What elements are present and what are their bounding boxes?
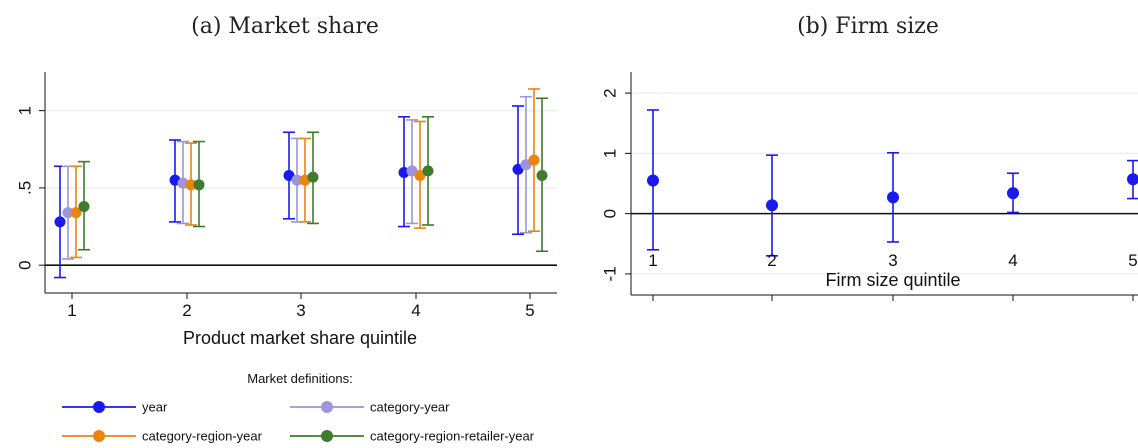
legend-label: year bbox=[142, 400, 168, 415]
data-point bbox=[520, 159, 532, 171]
y-tick-label: 1 bbox=[600, 149, 619, 158]
x-tick-label: 4 bbox=[411, 301, 420, 320]
data-point bbox=[1127, 173, 1138, 186]
x-tick-label: 2 bbox=[767, 251, 776, 270]
y-tick-label: -1 bbox=[600, 266, 619, 281]
panel-b-ticks: -1 0 1 2 1 2 3 4 5 bbox=[600, 88, 1137, 281]
data-point bbox=[512, 163, 524, 175]
legend-item: year bbox=[62, 400, 168, 415]
legend-item: category-region-year bbox=[62, 429, 263, 444]
data-point bbox=[185, 179, 197, 191]
y-tick-label: 0 bbox=[15, 260, 34, 269]
panel-b-xlabel: Firm size quintile bbox=[825, 270, 960, 290]
panel-b-marks bbox=[647, 109, 1138, 257]
data-point bbox=[406, 165, 418, 177]
x-tick-label: 3 bbox=[888, 251, 897, 270]
legend-swatch-marker bbox=[321, 401, 333, 413]
data-point bbox=[291, 174, 303, 186]
legend-label: category-year bbox=[370, 400, 450, 415]
legend-item: category-year bbox=[290, 400, 450, 415]
data-point bbox=[54, 216, 66, 228]
data-point bbox=[422, 165, 434, 177]
panel-a-title: (a) Market share bbox=[191, 14, 379, 39]
y-tick-label: 1 bbox=[15, 106, 34, 115]
panel-a-xlabel: Product market share quintile bbox=[183, 328, 417, 348]
data-point bbox=[283, 170, 295, 182]
legend-items: year category-year category-region-year cat… bbox=[62, 400, 535, 444]
x-tick-label: 3 bbox=[296, 301, 305, 320]
panel-a-gridlines bbox=[45, 110, 557, 189]
data-point bbox=[647, 174, 659, 187]
data-point bbox=[536, 170, 548, 182]
x-tick-label: 4 bbox=[1008, 251, 1017, 270]
panel-a-marks bbox=[54, 88, 548, 279]
x-tick-label: 2 bbox=[182, 301, 191, 320]
legend: Market definitions: year category-year cat… bbox=[62, 371, 535, 444]
y-tick-label: .5 bbox=[15, 181, 34, 195]
data-point bbox=[62, 207, 74, 219]
data-point bbox=[1007, 187, 1019, 200]
data-point bbox=[887, 191, 899, 204]
data-point bbox=[70, 207, 82, 219]
x-tick-label: 1 bbox=[67, 301, 76, 320]
y-tick-label: 0 bbox=[600, 209, 619, 218]
data-point bbox=[528, 154, 540, 166]
legend-title: Market definitions: bbox=[247, 371, 353, 386]
panel-b-axes bbox=[625, 72, 1138, 301]
legend-label: category-region-retailer-year bbox=[370, 429, 535, 444]
panel-b-title: (b) Firm size bbox=[797, 14, 939, 39]
data-point bbox=[414, 170, 426, 182]
panel-a-ticks: 0 .5 1 1 2 3 4 5 bbox=[15, 106, 534, 320]
panel-firm-size: (b) Firm size -1 0 1 2 1 2 3 4 5 Firm size quint… bbox=[600, 14, 1138, 301]
legend-swatch-marker bbox=[93, 430, 105, 442]
panel-b-gridlines bbox=[631, 92, 1138, 275]
x-tick-label: 1 bbox=[648, 251, 657, 270]
legend-label: category-region-year bbox=[142, 429, 263, 444]
data-point bbox=[307, 171, 319, 183]
x-tick-label: 5 bbox=[1128, 251, 1137, 270]
data-point bbox=[78, 200, 90, 212]
y-tick-label: 2 bbox=[600, 88, 619, 97]
legend-swatch-marker bbox=[93, 401, 105, 413]
legend-swatch-marker bbox=[321, 430, 333, 442]
x-tick-label: 5 bbox=[525, 301, 534, 320]
panel-market-share: (a) Market share 0 .5 1 1 2 3 4 5 Product marke… bbox=[15, 14, 557, 348]
data-point bbox=[766, 199, 778, 212]
legend-item: category-region-retailer-year bbox=[290, 429, 535, 444]
data-point bbox=[193, 179, 205, 191]
panel-a-axes bbox=[39, 72, 557, 299]
